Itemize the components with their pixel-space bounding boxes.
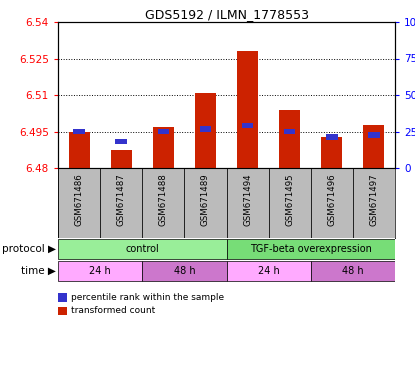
Bar: [237, 51, 258, 168]
Bar: [326, 134, 338, 139]
Bar: [321, 137, 342, 168]
Text: GSM671497: GSM671497: [369, 174, 378, 226]
Text: GSM671495: GSM671495: [285, 174, 294, 226]
Text: GSM671487: GSM671487: [117, 174, 126, 226]
Bar: [58, 168, 100, 238]
Bar: [269, 168, 311, 238]
Text: control: control: [125, 244, 159, 254]
Text: GSM671488: GSM671488: [159, 174, 168, 226]
Bar: [58, 261, 142, 281]
Bar: [142, 168, 184, 238]
Bar: [227, 261, 311, 281]
Text: GSM671494: GSM671494: [243, 174, 252, 226]
Bar: [227, 239, 395, 259]
Text: 24 h: 24 h: [258, 266, 279, 276]
Text: 48 h: 48 h: [342, 266, 364, 276]
Bar: [158, 129, 169, 134]
Bar: [100, 168, 142, 238]
Bar: [353, 168, 395, 238]
Bar: [364, 126, 384, 168]
Title: GDS5192 / ILMN_1778553: GDS5192 / ILMN_1778553: [144, 8, 308, 21]
Bar: [279, 109, 300, 168]
Bar: [73, 129, 85, 134]
Bar: [311, 168, 353, 238]
Bar: [368, 132, 380, 138]
Bar: [68, 131, 90, 168]
Bar: [111, 151, 132, 168]
Text: TGF-beta overexpression: TGF-beta overexpression: [250, 244, 372, 254]
Text: 48 h: 48 h: [173, 266, 195, 276]
Bar: [311, 261, 395, 281]
Text: 24 h: 24 h: [89, 266, 111, 276]
Bar: [242, 123, 253, 128]
Bar: [58, 239, 227, 259]
Text: protocol ▶: protocol ▶: [2, 244, 56, 254]
Text: transformed count: transformed count: [71, 306, 156, 315]
Bar: [184, 168, 227, 238]
Bar: [284, 129, 295, 134]
Text: time ▶: time ▶: [21, 266, 56, 276]
Text: percentile rank within the sample: percentile rank within the sample: [71, 293, 225, 302]
Text: GSM671496: GSM671496: [327, 174, 336, 226]
Bar: [227, 168, 269, 238]
Bar: [153, 127, 174, 168]
Text: GSM671486: GSM671486: [75, 174, 83, 226]
Text: GSM671489: GSM671489: [201, 174, 210, 226]
Bar: [142, 261, 227, 281]
Bar: [200, 126, 211, 132]
Bar: [195, 93, 216, 168]
Bar: [115, 139, 127, 144]
